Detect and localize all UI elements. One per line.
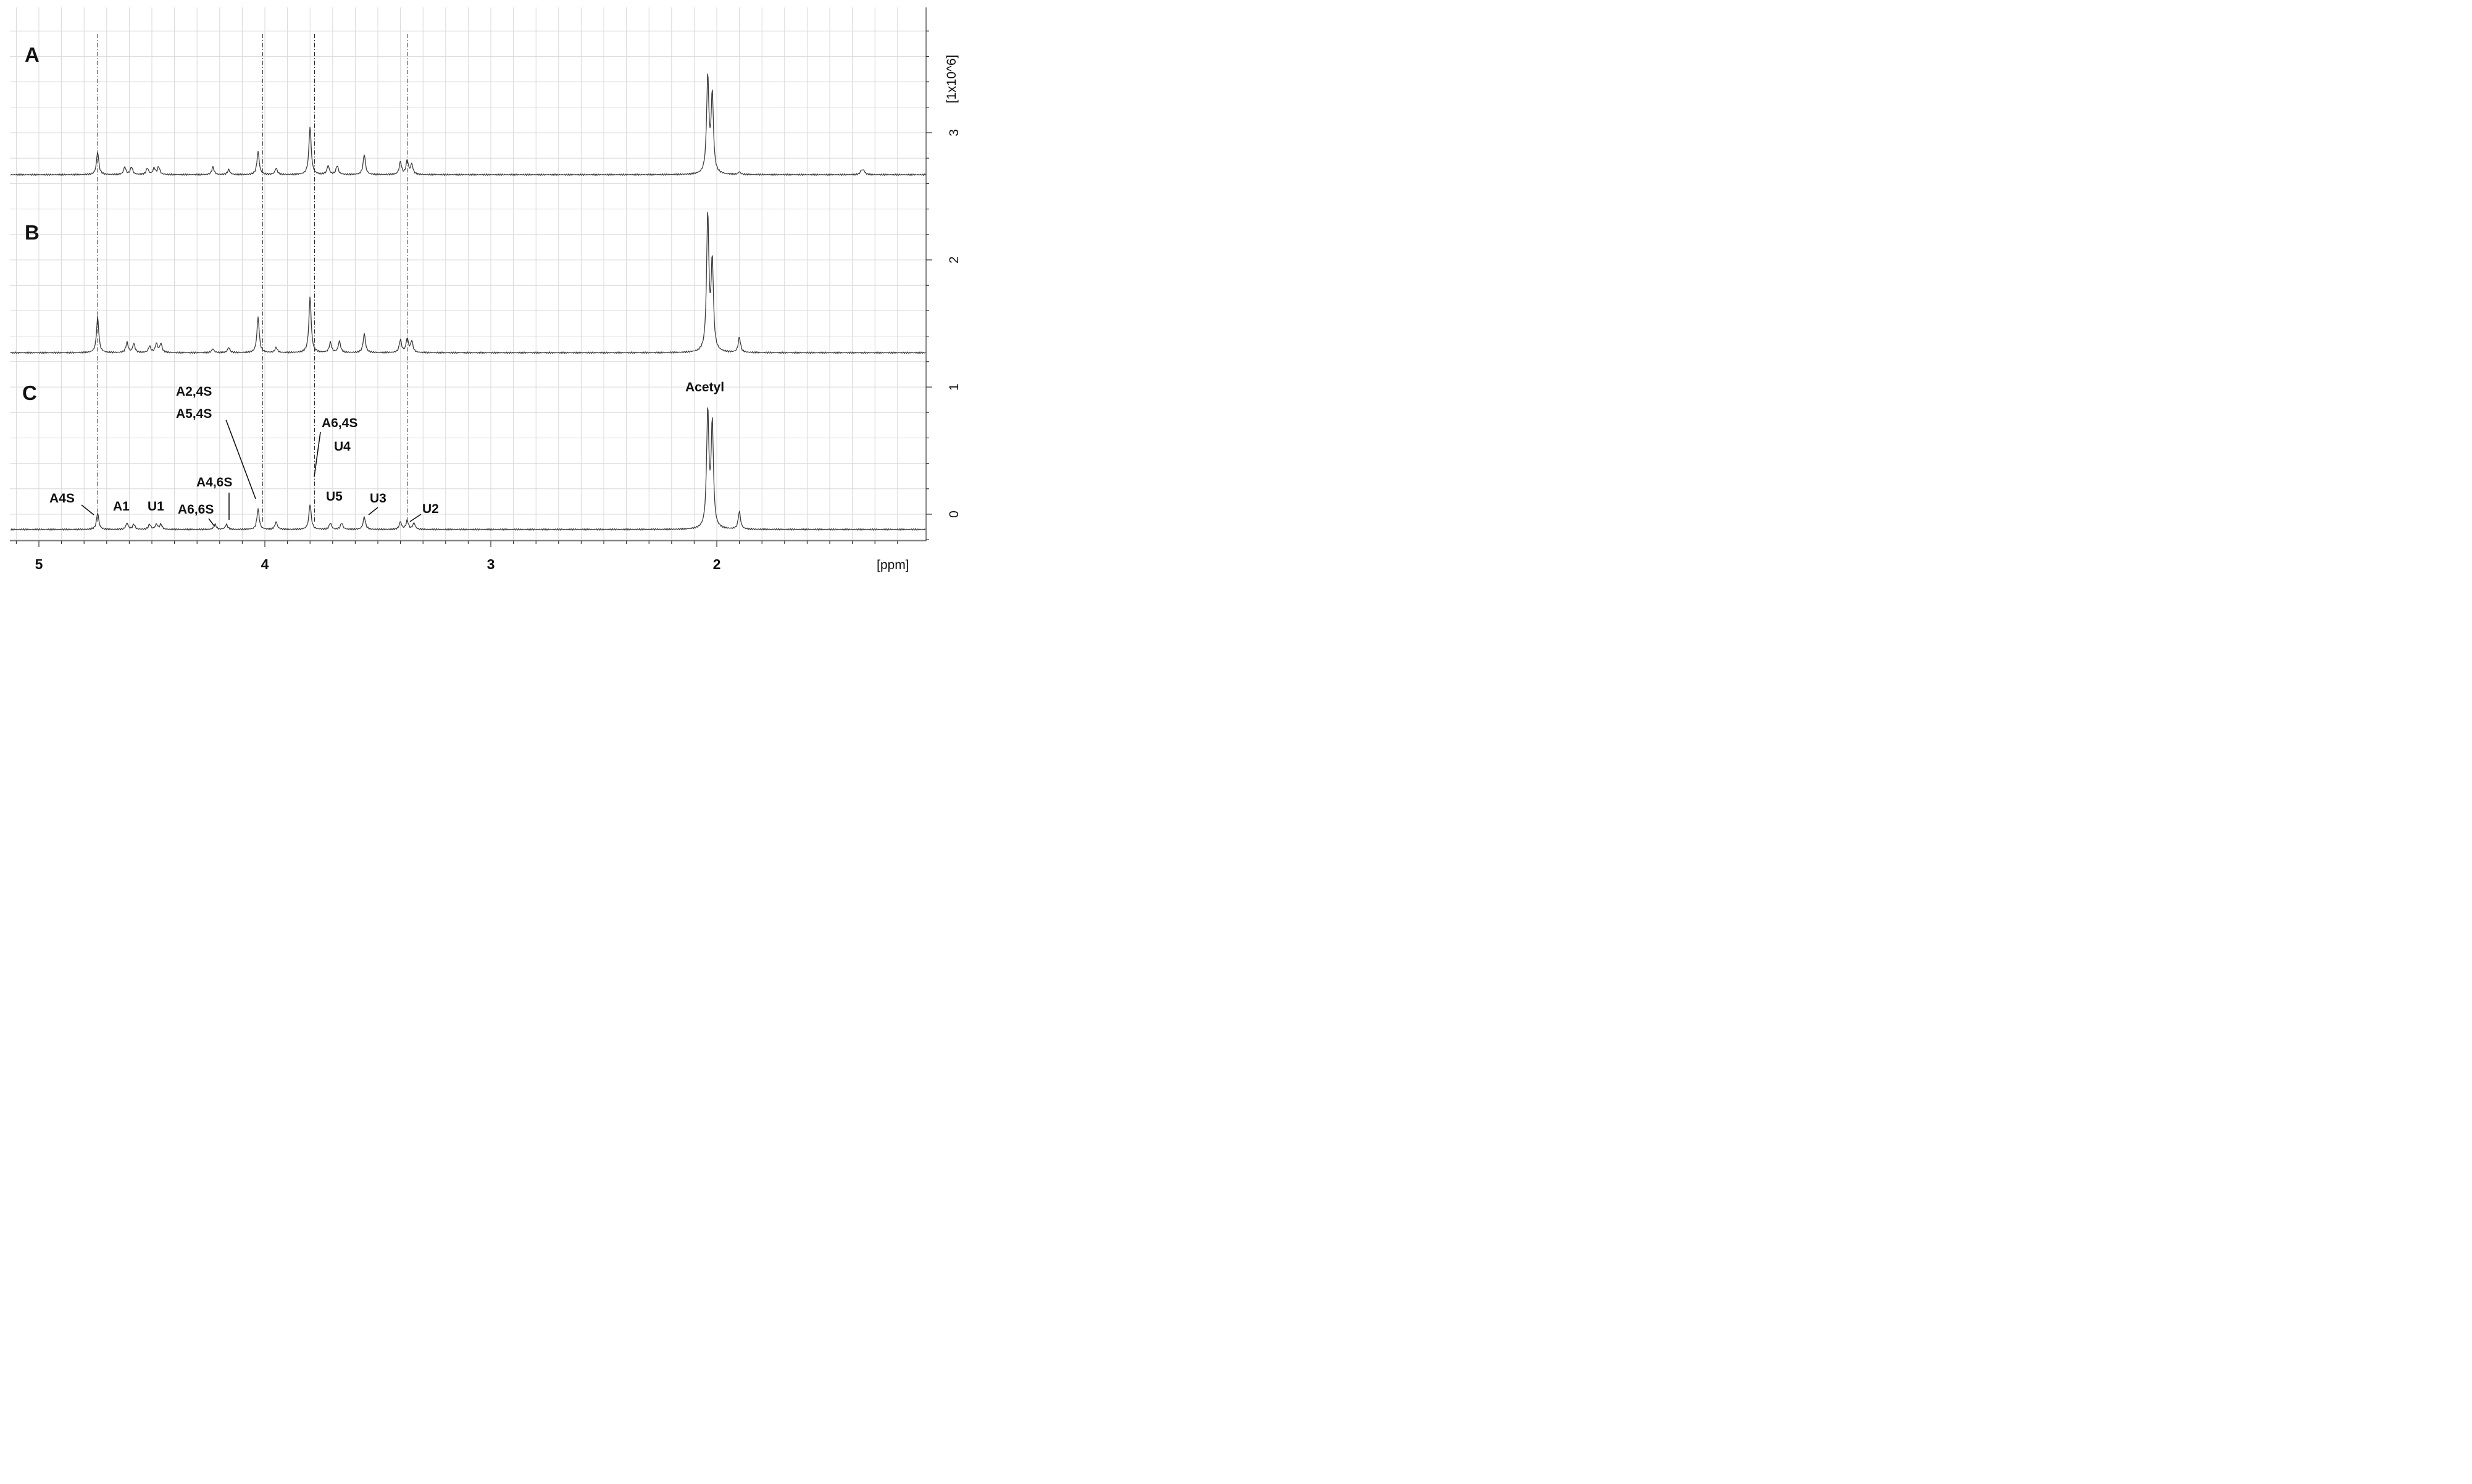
- x-tick-label: 2: [713, 556, 721, 572]
- x-tick-label: 4: [261, 556, 269, 572]
- peak-label-u1: U1: [148, 499, 164, 514]
- nmr-spectra-chart: 5 4 3 2 0 1 2 3 [ppm] [1x10^6] A B C A4S A1 U1 …: [10, 7, 961, 572]
- ticks: 5 4 3 2 0 1 2 3: [15, 30, 961, 572]
- y-tick-label: 2: [947, 256, 961, 264]
- peak-label-u5: U5: [326, 490, 343, 504]
- y-axis-unit: [1x10^6]: [945, 55, 959, 104]
- y-tick-label: 1: [947, 383, 961, 391]
- peak-label-acetyl: Acetyl: [685, 380, 724, 394]
- y-tick-label: 0: [947, 511, 961, 518]
- panel-label-b: B: [25, 221, 40, 244]
- reference-lines: [97, 34, 408, 523]
- peak-label-a64s: A6,4S: [322, 416, 357, 430]
- arrow-a66s: [208, 518, 215, 527]
- nmr-figure: 5 4 3 2 0 1 2 3 [ppm] [1x10^6] A B C A4S A1 U1 …: [0, 0, 968, 582]
- x-tick-label: 3: [487, 556, 495, 572]
- grid: [10, 7, 926, 541]
- panel-label-a: A: [25, 43, 40, 66]
- peak-label-u3: U3: [370, 491, 386, 506]
- peak-label-a66s: A6,6S: [178, 502, 214, 517]
- peak-label-a46s: A4,6S: [196, 475, 232, 490]
- arrow-a24s: [225, 419, 256, 499]
- peak-label-u4: U4: [334, 440, 351, 454]
- peak-annotations: A4S A1 U1 A6,6S A4,6S A2,4S A5,4S A6,4S …: [49, 380, 724, 527]
- spectrum-trace-a: [10, 73, 926, 177]
- x-axis-unit: [ppm]: [877, 558, 909, 572]
- peak-label-a1: A1: [113, 499, 130, 514]
- spectra-traces: [10, 73, 926, 531]
- arrow-a64s: [314, 431, 321, 477]
- peak-label-u2: U2: [422, 502, 439, 516]
- arrow-a4s: [81, 504, 94, 515]
- x-tick-label: 5: [35, 556, 43, 572]
- peak-label-a4s: A4S: [49, 491, 75, 506]
- arrow-u3: [368, 507, 378, 515]
- panel-label-c: C: [22, 381, 37, 404]
- spectrum-trace-c: [10, 407, 926, 531]
- arrow-u2: [409, 514, 422, 522]
- y-tick-label: 3: [947, 129, 961, 136]
- peak-label-a54s: A5,4S: [176, 407, 212, 421]
- spectrum-trace-b: [10, 212, 926, 354]
- peak-label-a24s: A2,4S: [176, 385, 212, 399]
